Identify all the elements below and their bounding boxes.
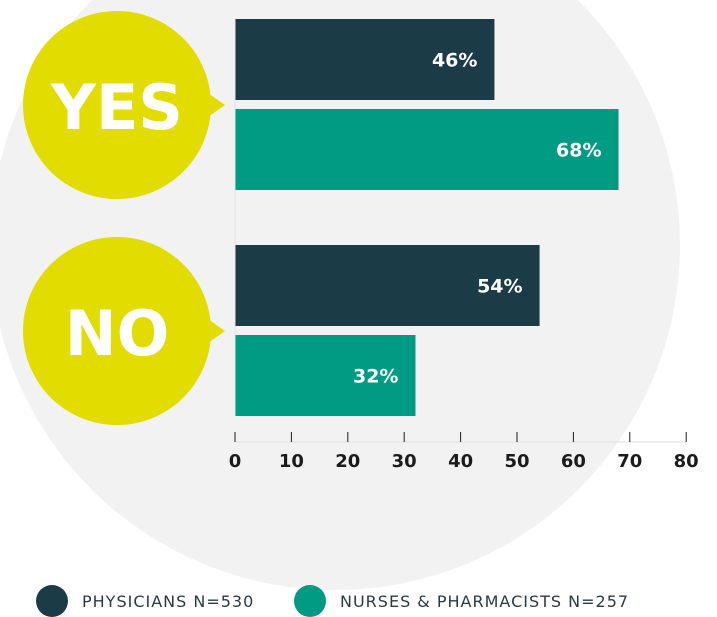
bar-label-no-nurses: 32% [353, 366, 398, 388]
bubble-yes [23, 11, 211, 199]
category-label-no: NO [65, 297, 170, 370]
bar-yes-nurses [235, 109, 619, 190]
x-tick-label-20: 20 [335, 451, 360, 472]
x-axis: 0 10 20 30 40 50 60 70 80 [229, 19, 699, 472]
bubble-pointer-yes [205, 91, 225, 119]
legend-label-nurses: NURSES & PHARMACISTS N=257 [340, 591, 630, 611]
legend-item-physicians: PHYSICIANS N=530 [36, 585, 255, 617]
bar-label-no-physicians: 54% [477, 276, 522, 298]
x-tick-label-70: 70 [617, 451, 642, 472]
category-label-yes: YES [50, 71, 183, 144]
bar-label-yes-physicians: 46% [432, 50, 477, 72]
legend-item-nurses: NURSES & PHARMACISTS N=257 [294, 585, 630, 617]
bar-no-nurses [235, 335, 416, 416]
bubble-pointer-no [205, 317, 225, 345]
x-tick-label-10: 10 [279, 451, 304, 472]
x-tick-label-80: 80 [674, 451, 699, 472]
bar-yes-physicians [235, 19, 495, 100]
x-tick-label-60: 60 [561, 451, 586, 472]
category-bubbles: YES NO [23, 11, 225, 425]
x-tick-label-0: 0 [229, 451, 242, 472]
bars-group: 46% 68% 54% 32% [235, 19, 619, 416]
bar-no-physicians [235, 245, 540, 326]
bubble-no [23, 237, 211, 425]
legend-swatch-nurses [294, 585, 326, 617]
legend-swatch-physicians [36, 585, 68, 617]
legend-label-physicians: PHYSICIANS N=530 [82, 591, 255, 611]
x-tick-label-40: 40 [448, 451, 473, 472]
x-tick-label-50: 50 [504, 451, 529, 472]
bar-label-yes-nurses: 68% [556, 140, 601, 162]
x-tick-label-30: 30 [392, 451, 417, 472]
